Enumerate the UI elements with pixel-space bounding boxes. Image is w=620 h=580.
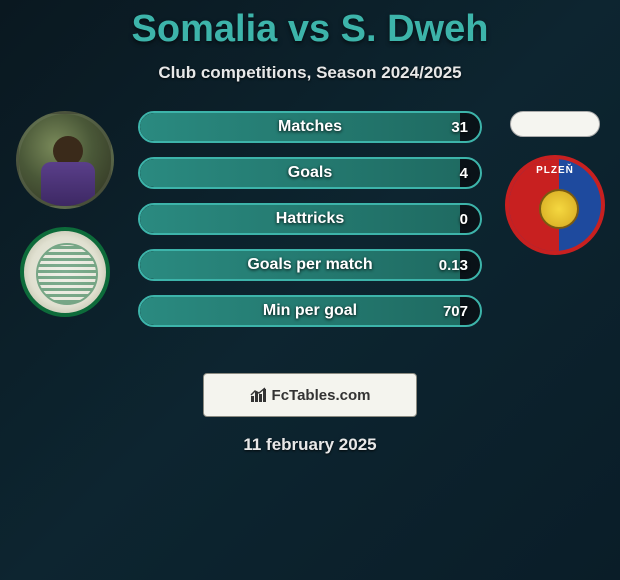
bar-chart-icon bbox=[250, 387, 268, 403]
stat-right-value: 0 bbox=[460, 211, 468, 228]
stat-row-hattricks: Hattricks 0 bbox=[138, 203, 482, 235]
left-column bbox=[10, 111, 120, 317]
stat-label: Min per goal bbox=[140, 302, 480, 320]
brand-label: FcTables.com bbox=[272, 387, 371, 404]
page-title: Somalia vs S. Dweh bbox=[0, 0, 620, 51]
player-photo-left bbox=[16, 111, 114, 209]
stat-right-value: 707 bbox=[443, 303, 468, 320]
stat-row-matches: Matches 31 bbox=[138, 111, 482, 143]
stat-label: Matches bbox=[140, 118, 480, 136]
stats-list: Matches 31 Goals 4 Hattricks 0 Goals per… bbox=[138, 111, 482, 327]
club-badge-left bbox=[20, 227, 110, 317]
stat-right-value: 31 bbox=[451, 119, 468, 136]
club-badge-right-text: PLZEŇ bbox=[509, 165, 601, 176]
stat-row-goals: Goals 4 bbox=[138, 157, 482, 189]
stat-row-gpm: Goals per match 0.13 bbox=[138, 249, 482, 281]
stat-row-mpg: Min per goal 707 bbox=[138, 295, 482, 327]
stat-label: Goals bbox=[140, 164, 480, 182]
stat-right-value: 4 bbox=[460, 165, 468, 182]
footer-date: 11 february 2025 bbox=[0, 435, 620, 455]
page-subtitle: Club competitions, Season 2024/2025 bbox=[0, 63, 620, 83]
comparison-content: Matches 31 Goals 4 Hattricks 0 Goals per… bbox=[0, 111, 620, 351]
club-badge-right: PLZEŇ bbox=[505, 155, 605, 255]
stat-right-value: 0.13 bbox=[439, 257, 468, 274]
player-pill-right bbox=[510, 111, 600, 137]
stat-label: Goals per match bbox=[140, 256, 480, 274]
brand-box[interactable]: FcTables.com bbox=[203, 373, 417, 417]
right-column: PLZEŇ bbox=[500, 111, 610, 255]
stat-label: Hattricks bbox=[140, 210, 480, 228]
